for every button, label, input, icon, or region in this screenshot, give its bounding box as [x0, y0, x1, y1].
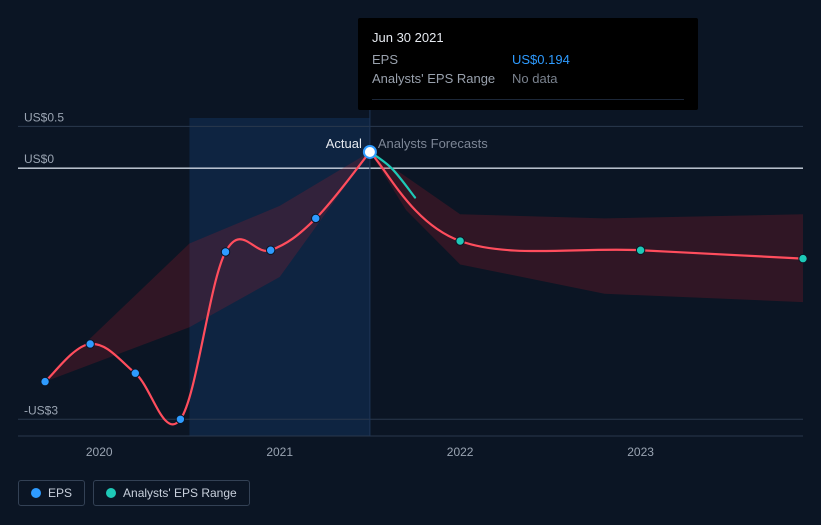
x-tick-label: 2022 [447, 445, 474, 459]
legend-item-eps-range[interactable]: Analysts' EPS Range [93, 480, 250, 506]
eps-marker[interactable] [636, 246, 644, 254]
x-tick-label: 2021 [266, 445, 293, 459]
eps-marker[interactable] [176, 415, 184, 423]
eps-marker[interactable] [86, 340, 94, 348]
chart-tooltip: Jun 30 2021 EPSUS$0.194Analysts' EPS Ran… [358, 18, 698, 110]
legend-item-label: Analysts' EPS Range [123, 486, 237, 500]
tooltip-row: Analysts' EPS RangeNo data [372, 69, 684, 89]
eps-marker[interactable] [312, 214, 320, 222]
forecast-label: Analysts Forecasts [378, 136, 488, 151]
tooltip-divider [372, 99, 684, 100]
tooltip-row-label: Analysts' EPS Range [372, 69, 512, 89]
eps-marker[interactable] [456, 237, 464, 245]
actual-label: Actual [326, 136, 362, 151]
y-tick-label: US$0 [24, 152, 54, 166]
highlight-marker [364, 146, 376, 158]
legend-item-label: EPS [48, 486, 72, 500]
legend-dot-icon [106, 488, 116, 498]
tooltip-row-value: US$0.194 [512, 50, 570, 70]
tooltip-row-value: No data [512, 69, 558, 89]
y-tick-label: US$0.5 [24, 110, 64, 124]
eps-marker[interactable] [221, 248, 229, 256]
tooltip-row-label: EPS [372, 50, 512, 70]
forecast-band [45, 152, 803, 382]
eps-marker[interactable] [799, 254, 807, 262]
x-tick-label: 2023 [627, 445, 654, 459]
legend-dot-icon [31, 488, 41, 498]
x-tick-label: 2020 [86, 445, 113, 459]
tooltip-row: EPSUS$0.194 [372, 50, 684, 70]
tooltip-date: Jun 30 2021 [372, 28, 684, 48]
legend-item-eps[interactable]: EPS [18, 480, 85, 506]
eps-marker[interactable] [131, 369, 139, 377]
y-tick-label: -US$3 [24, 403, 58, 417]
chart-legend: EPS Analysts' EPS Range [18, 480, 250, 506]
eps-marker[interactable] [41, 377, 49, 385]
eps-marker[interactable] [266, 246, 274, 254]
